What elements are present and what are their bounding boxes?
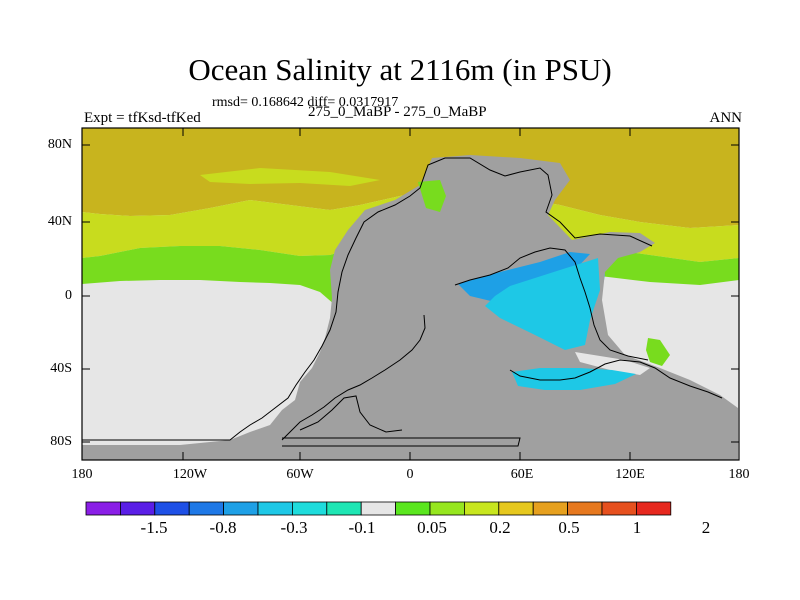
x-tick-label: 60W (286, 467, 313, 483)
x-tick-label: 0 (407, 467, 414, 483)
colorbar-swatch (327, 502, 361, 515)
colorbar-label: -0.3 (281, 518, 308, 538)
colorbar-label: 0.05 (417, 518, 447, 538)
colorbar-swatch (224, 502, 258, 515)
colorbar-swatch (568, 502, 602, 515)
y-tick-label: 80S (50, 434, 72, 450)
colorbar-swatch (396, 502, 430, 515)
map-field (82, 128, 739, 460)
colorbar-swatch (120, 502, 154, 515)
x-tick-label: 180 (72, 467, 93, 483)
colorbar-swatch (258, 502, 292, 515)
x-tick-label: 60E (511, 467, 534, 483)
colorbar (86, 502, 671, 515)
colorbar-swatch (602, 502, 636, 515)
y-tick-label: 40N (48, 214, 72, 230)
x-tick-label: 120E (615, 467, 645, 483)
colorbar-swatch (636, 502, 670, 515)
colorbar-swatch (361, 502, 395, 515)
colorbar-label: 2 (702, 518, 711, 538)
colorbar-label: -0.8 (210, 518, 237, 538)
colorbar-swatch (189, 502, 223, 515)
colorbar-label: -1.5 (141, 518, 168, 538)
colorbar-swatch (155, 502, 189, 515)
colorbar-label: 1 (633, 518, 642, 538)
x-tick-label: 120W (173, 467, 207, 483)
x-tick-label: 180 (729, 467, 750, 483)
colorbar-swatch (533, 502, 567, 515)
colorbar-swatch (430, 502, 464, 515)
colorbar-swatch (292, 502, 326, 515)
y-tick-label: 80N (48, 137, 72, 153)
colorbar-swatch (499, 502, 533, 515)
colorbar-label: -0.1 (349, 518, 376, 538)
y-tick-label: 40S (50, 361, 72, 377)
y-tick-label: 0 (65, 288, 72, 304)
colorbar-label: 0.2 (489, 518, 510, 538)
colorbar-swatch (86, 502, 120, 515)
map-figure (0, 0, 800, 600)
colorbar-label: 0.5 (558, 518, 579, 538)
colorbar-swatch (464, 502, 498, 515)
